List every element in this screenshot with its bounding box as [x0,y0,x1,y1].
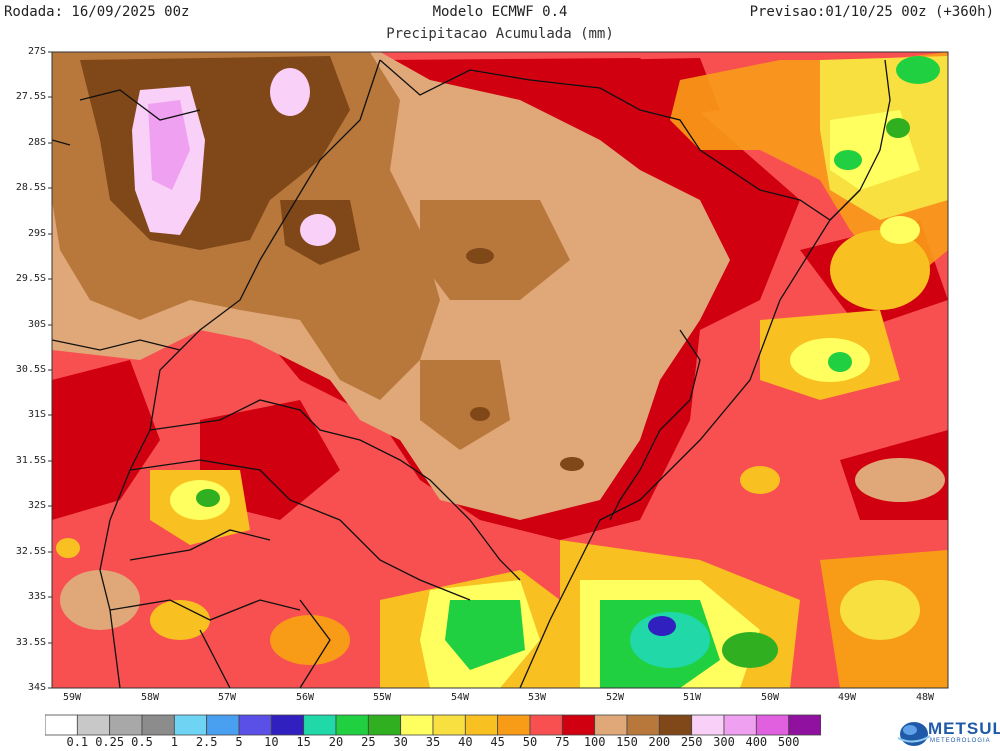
lat-label: 30.5S [15,364,46,375]
legend-value: 500 [777,735,800,749]
lat-label: 27.5S [15,91,46,102]
lon-label: 51W [682,692,702,703]
lat-label: 32.5S [15,546,46,557]
legend-value: 15 [296,735,311,749]
lat-label: 33.5S [15,637,46,648]
legend-value: 35 [425,735,441,749]
legend-swatch [206,714,240,736]
legend-swatch [432,714,466,736]
lat-label: 27S [27,46,46,57]
legend-swatch [141,714,175,736]
legend-value: 50 [522,735,538,749]
legend-swatch [755,714,790,736]
lon-label: 49W [837,692,857,703]
legend-swatch [45,714,78,736]
legend-value: 250 [680,735,703,749]
lat-label: 28S [27,137,46,148]
forecast-valid-label: Previsao:01/10/25 00z (+360h) [749,4,994,20]
lat-label: 32S [27,500,46,511]
legend-value: 300 [713,735,735,749]
lat-label: 31.5S [15,455,46,466]
legend-value: 25 [361,735,376,749]
legend-swatch [464,714,499,736]
legend-swatch [529,714,563,736]
lat-label: 33S [27,591,46,602]
lat-label: 30S [27,319,46,330]
legend-value: 20 [328,735,344,749]
legend-swatch [109,714,143,736]
legend-swatch [594,714,628,736]
axis-ticks [48,51,52,689]
legend-swatch [367,714,402,736]
lon-label: 57W [217,692,237,703]
lat-label: 28.5S [15,182,46,193]
legend-value: 2.5 [195,735,218,749]
legend-value: 40 [458,735,473,749]
political-borders [52,59,891,688]
legend-swatch [723,714,757,736]
legend-swatch [691,714,725,736]
lon-label: 56W [295,692,315,703]
legend-swatch [335,714,369,736]
legend-swatch [788,714,821,736]
logo-text: METSUL [928,719,1000,738]
lon-label: 50W [760,692,780,703]
lon-label: 55W [372,692,392,703]
legend-swatch [497,714,531,736]
lat-label: 31S [27,409,46,420]
lat-label: 29S [27,228,46,239]
legend-value: 45 [490,735,505,749]
color-legend [45,714,821,736]
lat-label: 34S [27,682,46,693]
legend-value: 100 [583,735,606,749]
lon-label: 58W [140,692,160,703]
legend-value: 1 [170,735,178,749]
legend-swatch [626,714,660,736]
legend-swatch [270,714,305,736]
legend-swatch [658,714,693,736]
map-subtitle: Precipitacao Acumulada (mm) [386,26,614,42]
legend-swatch [76,714,111,736]
legend-value: 5 [235,735,243,749]
lon-label: 59W [62,692,82,703]
legend-value: 0.1 [66,735,89,749]
logo-subtext: METEOROLOGIA [930,738,991,744]
metsul-logo [897,722,931,746]
legend-swatch [303,714,337,736]
lon-label: 54W [450,692,470,703]
legend-swatch [561,714,596,736]
legend-value: 30 [393,735,408,749]
legend-value: 10 [264,735,279,749]
model-title: Modelo ECMWF 0.4 [432,4,568,20]
legend-swatch [238,714,272,736]
legend-swatch [400,714,434,736]
legend-value: 150 [616,735,638,749]
run-time-label: Rodada: 16/09/2025 00z [4,4,190,20]
legend-value: 0.5 [131,735,153,749]
lon-label: 48W [915,692,935,703]
lat-label: 29.5S [15,273,46,284]
legend-value: 75 [555,735,570,749]
legend-value: 0.25 [95,735,125,749]
legend-value: 200 [648,735,671,749]
lon-label: 52W [605,692,625,703]
precipitation-field [52,52,948,688]
lon-label: 53W [527,692,547,703]
legend-value: 400 [745,735,768,749]
legend-swatch [173,714,208,736]
